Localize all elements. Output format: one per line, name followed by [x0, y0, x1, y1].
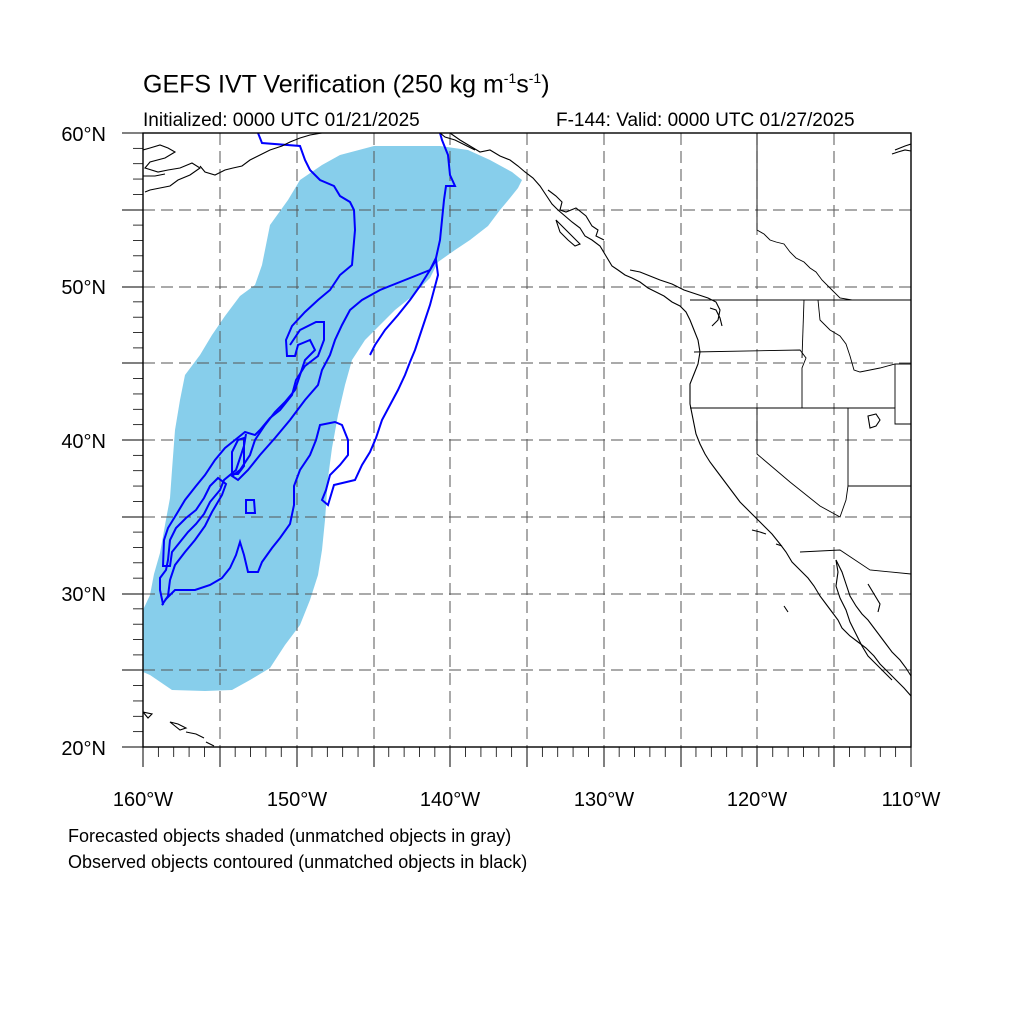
observed-ivt-contours — [159, 133, 457, 606]
lon-label-110w: 110°W — [882, 789, 941, 811]
forecast-legend-note: Forecasted objects shaded (unmatched obj… — [68, 826, 512, 846]
lon-label-150w: 150°W — [267, 789, 327, 811]
valid-time-label: F-144: Valid: 0000 UTC 01/27/2025 — [556, 110, 855, 131]
lon-label-130w: 130°W — [574, 789, 634, 811]
political-boundaries — [690, 133, 911, 575]
axis-ticks — [122, 132, 912, 767]
initialized-label: Initialized: 0000 UTC 01/21/2025 — [143, 110, 420, 131]
coastlines — [143, 133, 911, 747]
forecast-ivt-object — [143, 146, 522, 691]
lat-label-60n: 60°N — [61, 124, 106, 146]
lon-label-120w: 120°W — [727, 789, 787, 811]
map-title: GEFS IVT Verification (250 kg m-1s-1) — [143, 70, 550, 99]
minor-ticks — [133, 147, 897, 757]
lat-label-30n: 30°N — [61, 584, 106, 606]
lon-label-140w: 140°W — [420, 789, 480, 811]
lat-label-50n: 50°N — [61, 277, 106, 299]
lon-label-160w: 160°W — [113, 789, 173, 811]
observed-legend-note: Observed objects contoured (unmatched ob… — [68, 852, 528, 872]
lat-label-40n: 40°N — [61, 431, 106, 453]
lat-label-20n: 20°N — [61, 738, 106, 760]
